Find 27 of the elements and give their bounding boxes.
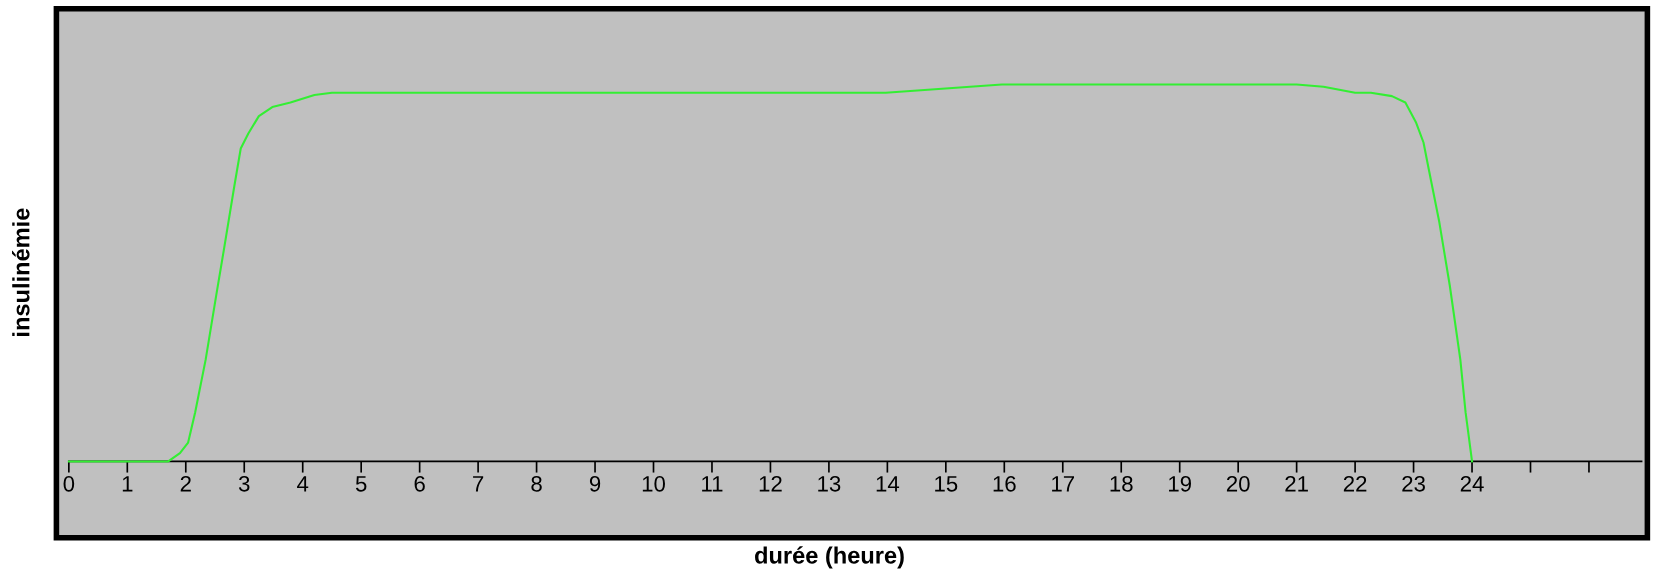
x-tick-label: 24 (1460, 475, 1484, 492)
y-axis-title: insulinémie (12, 208, 30, 336)
x-tick-label: 6 (414, 475, 425, 492)
x-tick-label: 19 (1169, 475, 1192, 492)
x-tick-label: 17 (1052, 476, 1075, 492)
x-tick-label: 7 (473, 476, 484, 492)
x-tick-label: 5 (355, 476, 367, 492)
x-tick-label: 3 (238, 475, 250, 492)
x-tick-label: 0 (63, 475, 75, 492)
x-tick-label: 22 (1343, 475, 1367, 492)
x-tick-label: 8 (531, 475, 542, 492)
x-tick-label: 11 (702, 476, 723, 492)
x-axis-title: durée (heure) (755, 546, 904, 569)
x-tick-label: 13 (818, 475, 841, 492)
x-tick-label: 4 (297, 476, 309, 492)
x-tick-label: 23 (1402, 475, 1425, 492)
x-tick-label: 9 (589, 475, 601, 492)
x-tick-label: 15 (935, 476, 958, 492)
x-tick-label: 2 (180, 475, 191, 492)
x-tick-label: 21 (1285, 475, 1308, 492)
x-tick-label: 14 (876, 476, 900, 492)
x-tick-label: 18 (1110, 475, 1133, 492)
x-tick-label: 12 (759, 475, 782, 492)
x-tick-label: 16 (993, 475, 1016, 492)
x-tick-label: 20 (1226, 475, 1250, 492)
x-tick-label: 1 (122, 476, 133, 492)
x-tick-label: 10 (642, 475, 665, 492)
